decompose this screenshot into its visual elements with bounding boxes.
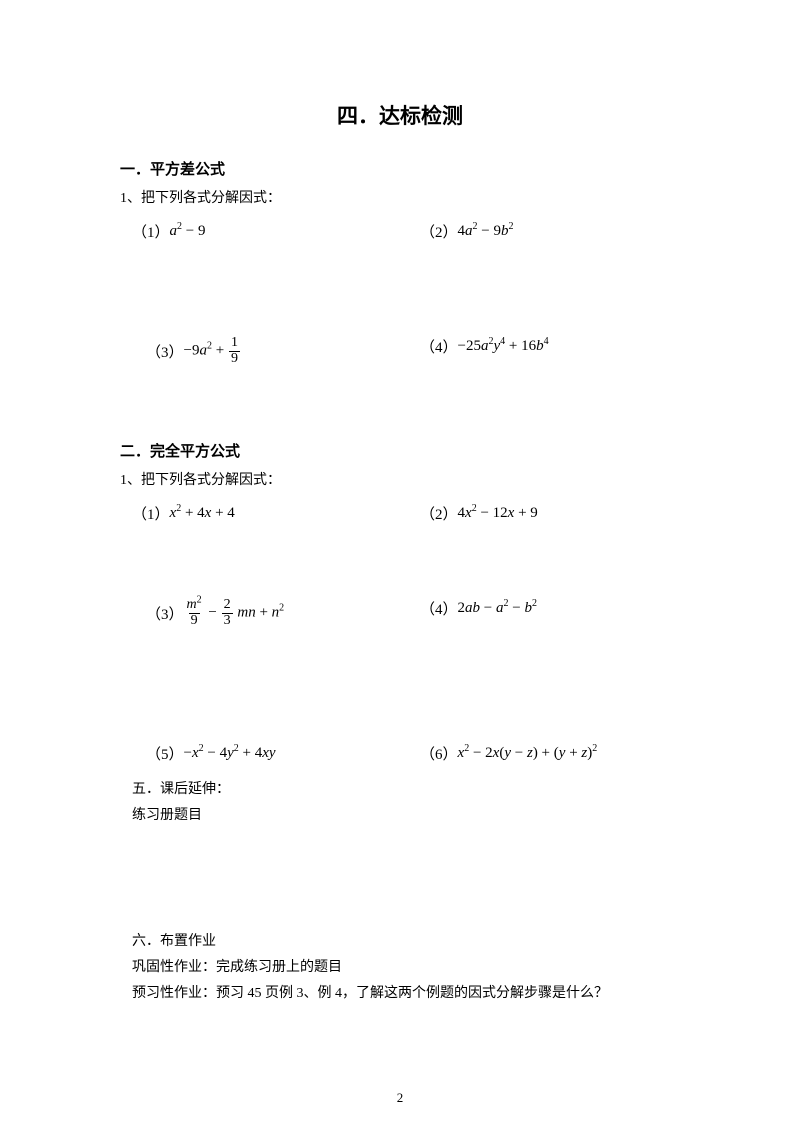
problem-1-1: （1） a2 − 9 — [132, 221, 420, 242]
problem-2-3: （3） m29 − 23 mn + n2 — [146, 598, 420, 628]
section6-heading: 六．布置作业 — [120, 930, 680, 950]
page-title: 四．达标检测 — [120, 100, 680, 130]
problem-number: （1） — [132, 221, 170, 242]
problem-expression: m29 − 23 mn + n2 — [184, 598, 285, 628]
section5-heading: 五．课后延伸： — [120, 778, 680, 798]
problem-number: （5） — [146, 743, 184, 764]
section2-instruction: 1、把下列各式分解因式： — [120, 469, 680, 489]
problem-expression: 4a2 − 9b2 — [458, 223, 514, 240]
problem-number: （1） — [132, 503, 170, 524]
problem-expression: −25a2y4 + 16b4 — [458, 338, 549, 355]
problem-2-2: （2） 4x2 − 12x + 9 — [420, 503, 680, 524]
problem-2-4: （4） 2ab − a2 − b2 — [420, 598, 680, 619]
problem-expression: x2 − 2x(y − z) + (y + z)2 — [458, 745, 598, 762]
section6-line1: 巩固性作业：完成练习册上的题目 — [120, 956, 680, 976]
problem-expression: x2 + 4x + 4 — [170, 505, 235, 522]
section5-line1: 练习册题目 — [120, 804, 680, 824]
problem-2-6: （6） x2 − 2x(y − z) + (y + z)2 — [420, 743, 680, 764]
problem-number: （2） — [420, 503, 458, 524]
problem-2-5: （5） −x2 − 4y2 + 4xy — [146, 743, 420, 764]
page-number: 2 — [0, 1090, 800, 1106]
problem-number: （4） — [420, 336, 458, 357]
problem-number: （3） — [146, 341, 184, 362]
problem-expression: −x2 − 4y2 + 4xy — [184, 745, 276, 762]
problem-expression: 2ab − a2 − b2 — [458, 600, 537, 617]
problem-1-3: （3） −9a2 + 19 — [146, 336, 420, 366]
problem-number: （2） — [420, 221, 458, 242]
problem-expression: a2 − 9 — [170, 223, 206, 240]
problem-1-4: （4） −25a2y4 + 16b4 — [420, 336, 680, 357]
section6-line2: 预习性作业：预习 45 页例 3、例 4，了解这两个例题的因式分解步骤是什么？ — [120, 982, 680, 1002]
problem-expression: −9a2 + 19 — [184, 336, 241, 366]
section1-heading: 一．平方差公式 — [120, 158, 680, 179]
problem-2-1: （1） x2 + 4x + 4 — [132, 503, 420, 524]
problem-number: （6） — [420, 743, 458, 764]
problem-expression: 4x2 − 12x + 9 — [458, 505, 538, 522]
section1-instruction: 1、把下列各式分解因式： — [120, 187, 680, 207]
problem-1-2: （2） 4a2 − 9b2 — [420, 221, 680, 242]
problem-number: （4） — [420, 598, 458, 619]
problem-number: （3） — [146, 603, 184, 624]
section2-heading: 二．完全平方公式 — [120, 440, 680, 461]
